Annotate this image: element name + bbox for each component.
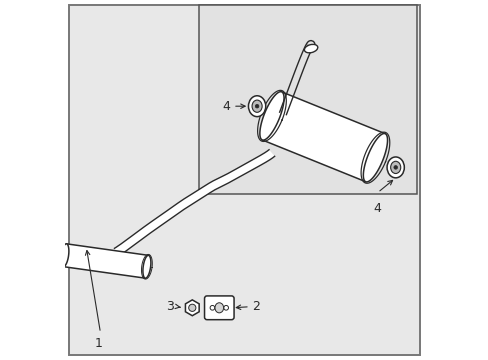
- Text: 1: 1: [95, 337, 102, 350]
- Polygon shape: [262, 92, 385, 182]
- Ellipse shape: [386, 157, 404, 178]
- Ellipse shape: [304, 44, 317, 53]
- Ellipse shape: [215, 303, 223, 313]
- Polygon shape: [61, 244, 69, 267]
- Polygon shape: [114, 150, 274, 256]
- Ellipse shape: [188, 304, 196, 311]
- Bar: [199, 5, 416, 194]
- Ellipse shape: [255, 104, 258, 108]
- Text: 3: 3: [166, 300, 174, 313]
- Ellipse shape: [393, 166, 397, 169]
- Text: 2: 2: [251, 300, 259, 313]
- Polygon shape: [363, 134, 386, 182]
- Ellipse shape: [390, 161, 400, 174]
- Ellipse shape: [41, 246, 52, 260]
- Text: 4: 4: [222, 100, 230, 113]
- Polygon shape: [63, 244, 148, 278]
- FancyBboxPatch shape: [204, 296, 234, 320]
- Polygon shape: [185, 300, 199, 316]
- Ellipse shape: [251, 100, 262, 112]
- Ellipse shape: [44, 249, 50, 257]
- Polygon shape: [259, 92, 284, 140]
- Ellipse shape: [224, 305, 228, 310]
- Polygon shape: [142, 255, 151, 278]
- Text: 4: 4: [373, 202, 381, 215]
- Ellipse shape: [210, 305, 214, 310]
- Ellipse shape: [248, 96, 265, 117]
